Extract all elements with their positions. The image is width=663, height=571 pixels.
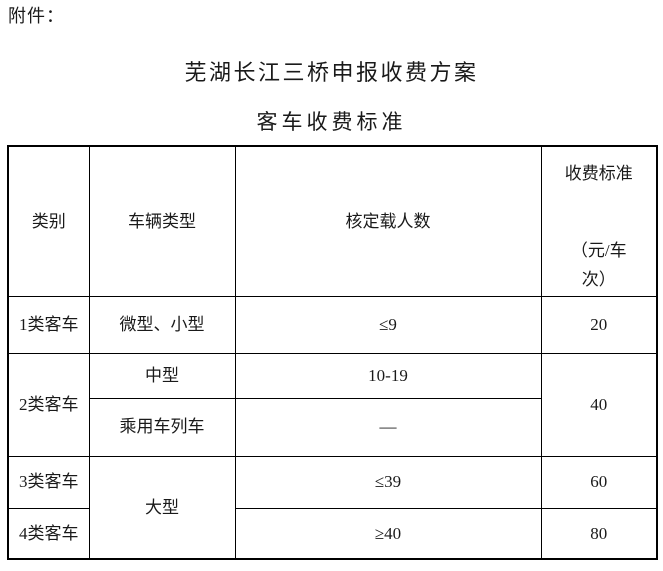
- capacity-cell: ≤39: [234, 455, 542, 509]
- fee-cell: 80: [540, 507, 658, 560]
- fee-cell: 20: [540, 295, 658, 354]
- vehicle-type-header-cell: 车辆类型: [88, 145, 236, 297]
- fee-header-line: 收费标准: [564, 163, 633, 183]
- vehicle-type-cell: 大型: [88, 455, 236, 560]
- capacity-cell: 10-19: [234, 352, 542, 399]
- fee-header-cell: 收费标准 （元/车 次）: [540, 145, 658, 297]
- category-cell: 3类客车: [7, 455, 90, 509]
- capacity-cell: —: [234, 397, 542, 457]
- table-title: 客车收费标准: [256, 110, 407, 134]
- table-row: 2类客车 中型 10-19 40: [7, 352, 658, 457]
- vehicle-type-cell: 微型、小型: [88, 295, 236, 354]
- document-title: 芜湖长江三桥申报收费方案: [184, 60, 479, 85]
- table-row: 乘用车列车 —: [8, 397, 657, 457]
- fee-header-line: 次）: [581, 269, 616, 289]
- capacity-header-cell: 核定载人数: [234, 145, 542, 297]
- category-cell: 4类客车: [7, 507, 90, 560]
- vehicle-type-cell: 中型: [88, 352, 236, 399]
- table-header-row: 类别 车辆类型 核定载人数 收费标准 （元/车 次）: [7, 145, 658, 297]
- category-cell: 1类客车: [7, 295, 90, 354]
- table-row: 4类客车 ≥40 80: [7, 507, 658, 560]
- attachment-label: 附件：: [8, 6, 65, 26]
- category-header-cell: 类别: [7, 145, 90, 297]
- toll-fee-table: 类别 车辆类型 核定载人数 收费标准 （元/车 次） 1类客车 微型、小型 ≤9…: [7, 145, 658, 560]
- fee-header-line: （元/车: [570, 240, 627, 260]
- table-row: 1类客车 微型、小型 ≤9 20: [7, 295, 658, 354]
- fee-cell: 60: [540, 455, 658, 509]
- category-cell: 2类客车: [7, 352, 90, 457]
- capacity-cell: ≤9: [234, 295, 542, 354]
- capacity-cell: ≥40: [234, 507, 542, 560]
- vehicle-type-cell: 乘用车列车: [88, 397, 236, 457]
- table-row: 3类客车 大型 ≤39 60: [7, 455, 658, 560]
- fee-cell: 40: [540, 352, 658, 457]
